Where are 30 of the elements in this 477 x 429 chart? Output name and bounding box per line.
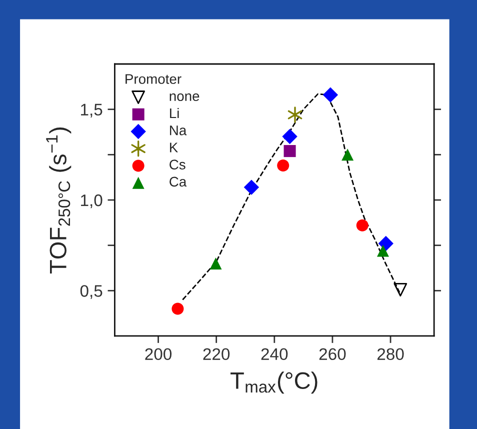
point [210,257,222,270]
y-tick-label: 1,5 [81,104,102,118]
x-tick-label: 280 [377,348,404,360]
legend-title: Promoter [126,74,182,84]
point [288,106,302,123]
y-tick-label: 0,5 [80,285,102,299]
x-tick-label: 260 [319,348,346,360]
point [244,180,260,195]
x-tick-label: 220 [203,348,230,360]
y-tick-label: 1,0 [81,194,102,208]
point [376,244,389,257]
legend-label: K [170,142,178,152]
point [172,302,184,315]
y-axis-title: TOF$_{250°C}$ (s$^{−1}$) [46,128,72,274]
point [322,87,338,102]
x-axis-title: T$_{max}$(°C) [230,372,318,394]
legend-label: Na [170,126,187,136]
legend-label: Li [170,108,179,118]
point [277,160,290,172]
point [282,128,298,144]
point [394,283,408,296]
legend-label: Ca [170,176,187,187]
x-tick-label: 240 [261,348,288,360]
x-tick-label: 200 [145,348,172,360]
point [342,148,354,161]
point [378,236,394,252]
legend-label: none [170,93,200,102]
point [284,145,296,158]
legend-label: Cs [170,160,186,170]
point [356,219,368,232]
